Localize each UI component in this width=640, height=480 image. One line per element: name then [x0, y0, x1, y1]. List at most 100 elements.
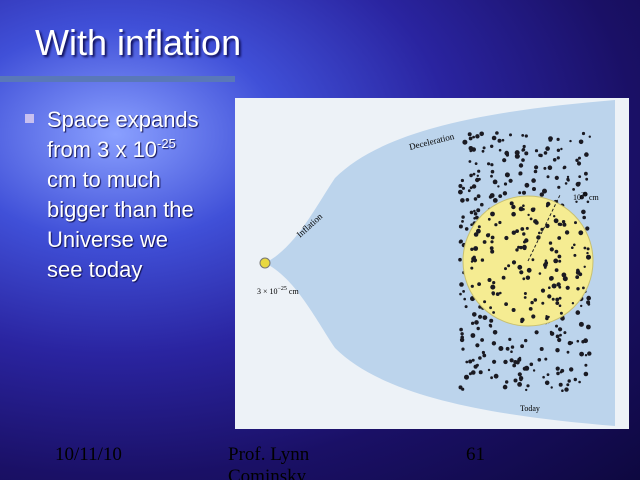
- galaxy-dot: [545, 223, 550, 229]
- galaxy-dot: [583, 371, 589, 377]
- galaxy-dot: [576, 161, 582, 166]
- galaxy-dot: [459, 327, 463, 332]
- galaxy-dot: [564, 182, 568, 185]
- galaxy-dot: [533, 169, 538, 174]
- galaxy-dot: [534, 330, 539, 335]
- galaxy-dot: [518, 206, 524, 212]
- galaxy-dot: [531, 258, 535, 262]
- galaxy-dot: [482, 240, 487, 244]
- galaxy-dot: [555, 324, 558, 328]
- galaxy-dot: [529, 362, 534, 367]
- galaxy-dot: [492, 292, 495, 296]
- galaxy-dot: [523, 292, 527, 295]
- galaxy-dot: [509, 358, 514, 363]
- galaxy-dot: [469, 173, 473, 178]
- galaxy-dot: [505, 380, 509, 384]
- galaxy-dot: [555, 301, 560, 305]
- galaxy-dot: [502, 158, 507, 163]
- galaxy-dot: [575, 310, 581, 315]
- galaxy-dot: [554, 175, 559, 180]
- galaxy-dot: [581, 209, 586, 215]
- galaxy-dot: [483, 300, 487, 304]
- galaxy-dot: [586, 300, 591, 305]
- galaxy-dot: [564, 387, 569, 392]
- galaxy-dot: [511, 308, 516, 312]
- galaxy-dot: [566, 350, 570, 354]
- galaxy-dot: [551, 283, 557, 289]
- galaxy-dot: [585, 226, 590, 231]
- galaxy-dot: [544, 357, 548, 361]
- galaxy-dot: [499, 291, 502, 295]
- galaxy-dot: [490, 240, 494, 244]
- galaxy-dot: [583, 265, 586, 268]
- galaxy-dot: [584, 363, 588, 367]
- galaxy-dot: [458, 184, 463, 188]
- galaxy-dot: [587, 351, 592, 356]
- galaxy-dot: [571, 302, 575, 305]
- title-rule: [0, 76, 235, 82]
- galaxy-dot: [463, 297, 466, 301]
- galaxy-dot: [586, 324, 591, 330]
- galaxy-dot: [489, 306, 492, 310]
- galaxy-dot: [557, 185, 561, 189]
- galaxy-dot: [459, 292, 462, 296]
- galaxy-dot: [547, 165, 553, 170]
- galaxy-dot: [544, 380, 550, 386]
- galaxy-dot: [573, 377, 577, 382]
- galaxy-dot: [473, 246, 476, 250]
- galaxy-dot: [520, 317, 525, 322]
- galaxy-dot: [578, 230, 584, 236]
- galaxy-dot: [464, 305, 468, 309]
- galaxy-dot: [519, 378, 523, 382]
- galaxy-dot: [482, 315, 488, 320]
- galaxy-dot: [586, 295, 591, 301]
- galaxy-dot: [518, 163, 524, 168]
- footer-date: 10/11/10: [55, 444, 122, 465]
- galaxy-dot: [505, 153, 510, 157]
- galaxy-dot: [562, 276, 568, 282]
- galaxy-dot: [548, 286, 551, 289]
- galaxy-dot: [518, 171, 523, 176]
- galaxy-dot: [524, 182, 530, 188]
- galaxy-dot: [487, 233, 491, 236]
- galaxy-dot: [471, 370, 476, 375]
- galaxy-dot: [508, 337, 512, 341]
- today-label: Today: [520, 404, 540, 413]
- galaxy-dot: [524, 134, 528, 138]
- galaxy-dot: [492, 359, 497, 364]
- galaxy-dot: [467, 132, 472, 137]
- galaxy-dot: [525, 388, 528, 392]
- galaxy-dot: [477, 225, 481, 229]
- galaxy-dot: [588, 135, 591, 138]
- galaxy-dot: [495, 131, 499, 135]
- galaxy-dot: [576, 339, 580, 343]
- galaxy-dot: [522, 277, 526, 281]
- galaxy-dot: [498, 194, 503, 198]
- galaxy-dot: [539, 192, 544, 197]
- galaxy-dot: [508, 178, 513, 183]
- bullet-text-part: Space expands from 3 x 10: [47, 107, 199, 162]
- galaxy-dot: [470, 284, 474, 288]
- galaxy-dot: [519, 270, 524, 275]
- galaxy-dot: [497, 185, 500, 188]
- radius-line: [527, 194, 561, 262]
- galaxy-dot: [473, 212, 478, 216]
- galaxy-dot: [529, 217, 533, 221]
- galaxy-dot: [461, 186, 465, 190]
- galaxy-dot: [462, 290, 465, 293]
- galaxy-dot: [549, 276, 554, 281]
- galaxy-dot: [471, 358, 475, 362]
- galaxy-dot: [532, 369, 536, 372]
- galaxy-dot: [472, 258, 478, 263]
- galaxy-dot: [574, 221, 577, 225]
- galaxy-dot: [550, 386, 553, 389]
- galaxy-dot: [579, 351, 584, 357]
- galaxy-dot: [524, 338, 528, 343]
- galaxy-dot: [470, 266, 474, 270]
- galaxy-dot: [502, 191, 508, 196]
- label-superscript: 28: [581, 192, 587, 198]
- galaxy-dot: [554, 268, 559, 272]
- galaxy-dot: [480, 338, 484, 342]
- galaxy-dot: [575, 158, 579, 162]
- galaxy-dot: [578, 380, 581, 384]
